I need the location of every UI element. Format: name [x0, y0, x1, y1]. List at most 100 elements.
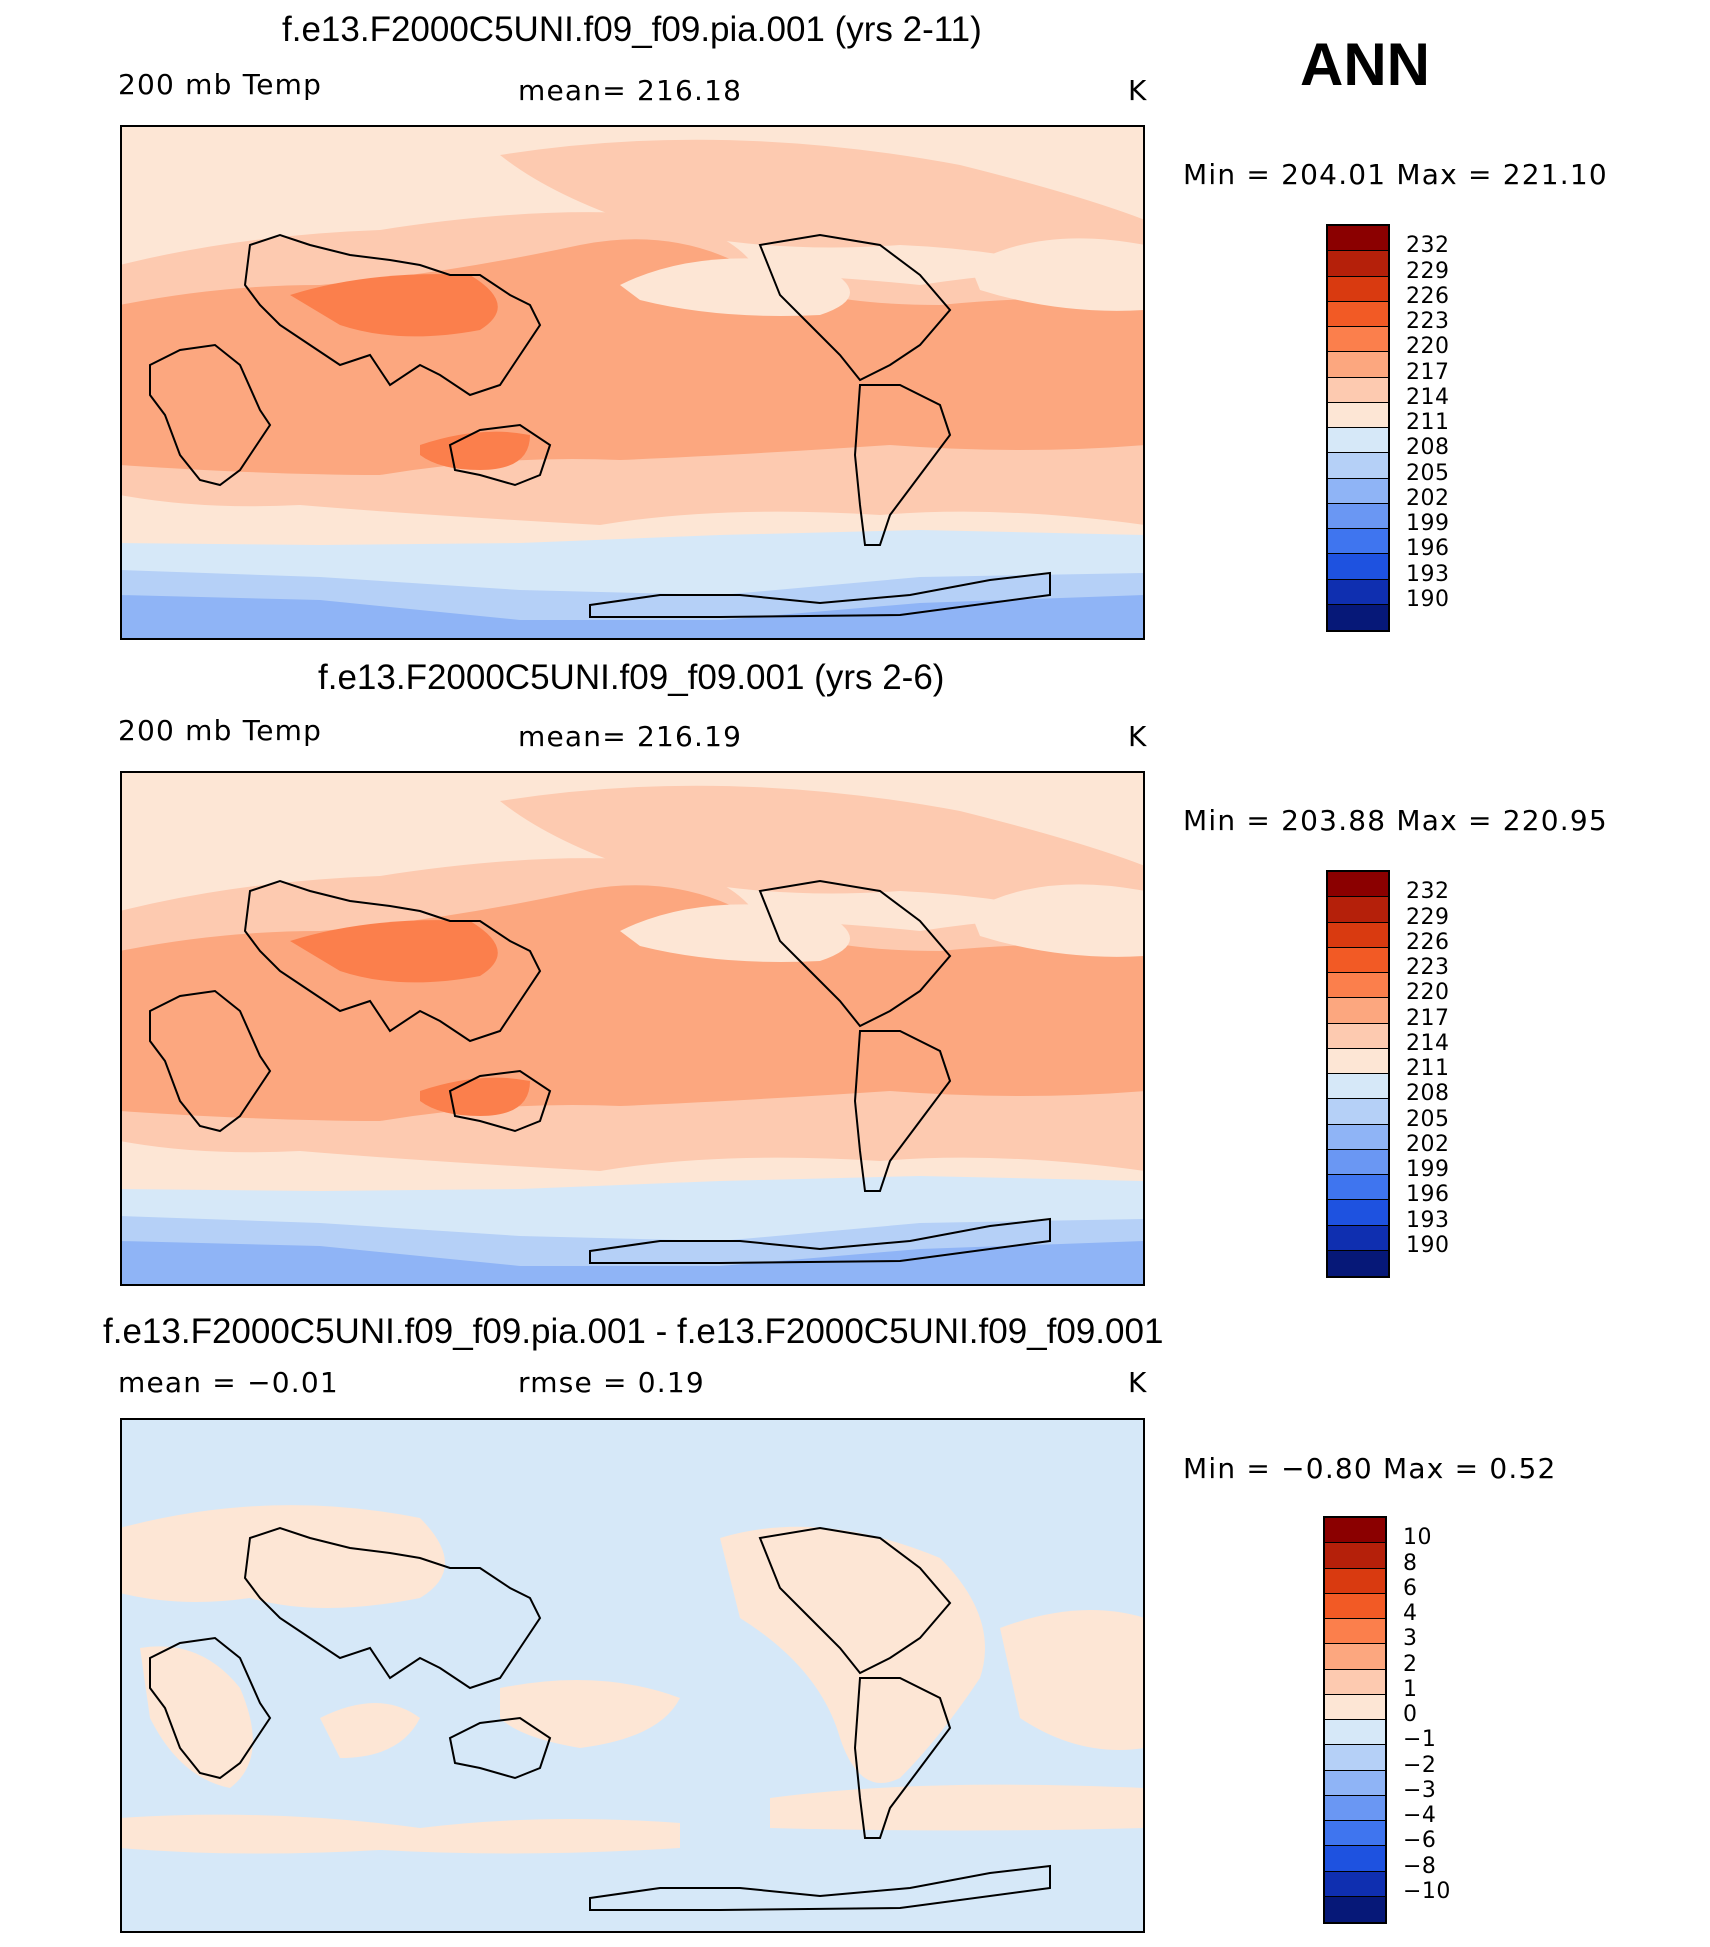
colorbar-tick-label: −8 — [1403, 1853, 1437, 1879]
coastline — [243, 879, 542, 1043]
colorbar-tick-label: 211 — [1406, 1056, 1450, 1081]
colorbar-cell — [1328, 301, 1388, 327]
map-canvas — [120, 771, 1145, 1286]
positive-anomaly-region — [770, 1784, 1145, 1831]
colorbar — [1326, 224, 1390, 632]
colorbar-tick-label: 232 — [1406, 879, 1450, 905]
coastline — [589, 571, 1051, 618]
colorbar-tick-label: 229 — [1406, 258, 1450, 284]
map-canvas — [120, 125, 1145, 640]
colorbar-cell — [1328, 1023, 1388, 1049]
colorbar-cell — [1328, 453, 1388, 479]
colorbar-tick-label: 208 — [1406, 435, 1450, 461]
coastline — [149, 989, 272, 1133]
colorbar-cell — [1328, 998, 1388, 1024]
colorbar-tick-label: 1 — [1403, 1676, 1418, 1702]
pacific-cool-region — [620, 904, 850, 962]
arctic-band — [500, 139, 1145, 285]
positive-anomaly-region — [720, 1526, 985, 1783]
colorbar-cell — [1325, 1745, 1385, 1771]
colorbar-tick-label: 193 — [1406, 1207, 1450, 1233]
colorbar-cell — [1328, 1099, 1388, 1125]
colorbar-cell — [1325, 1821, 1385, 1847]
colorbar-tick-label: 208 — [1406, 1081, 1450, 1107]
colorbar-cell — [1328, 579, 1388, 605]
mean-label: mean= 216.18 — [518, 74, 743, 107]
colorbar-tick-label: 202 — [1406, 485, 1450, 511]
colorbar-cell — [1328, 1124, 1388, 1150]
colorbar-cell — [1328, 402, 1388, 428]
colorbar-tick-label: 10 — [1403, 1525, 1432, 1551]
colorbar-tick-label: −10 — [1403, 1878, 1451, 1904]
minmax-label: Min = −0.80 Max = 0.52 — [1183, 1452, 1557, 1485]
colorbar-tick-label: 229 — [1406, 904, 1450, 930]
colorbar-cell — [1328, 1200, 1388, 1226]
colorbar-tick-label: 223 — [1406, 309, 1450, 334]
colorbar-cell — [1328, 1149, 1388, 1175]
colorbar-tick-label: 205 — [1406, 1106, 1450, 1132]
colorbar-tick-label: 199 — [1406, 511, 1450, 536]
map-border — [120, 125, 1145, 640]
colorbar-cell — [1328, 1250, 1388, 1276]
asia-warm-region — [290, 274, 498, 337]
colorbar-cell — [1328, 226, 1388, 252]
colorbar-tick-label: 199 — [1406, 1157, 1450, 1182]
antarctic-band — [120, 1241, 1145, 1286]
australia-warm-region — [420, 1077, 530, 1116]
coastline — [243, 233, 542, 397]
season-label: ANN — [1300, 31, 1430, 98]
panel-title: f.e13.F2000C5UNI.f09_f09.pia.001 - f.e13… — [103, 1312, 1164, 1351]
rmse-label: rmse = 0.19 — [518, 1366, 705, 1399]
colorbar-tick-label: 2 — [1403, 1651, 1418, 1677]
colorbar-tick-label: 8 — [1403, 1550, 1418, 1576]
colorbar — [1326, 870, 1390, 1278]
colorbar-tick-label: 232 — [1406, 233, 1450, 259]
asia-warm-region — [290, 920, 498, 983]
coastline — [589, 1217, 1051, 1264]
colorbar-cell — [1325, 1871, 1385, 1897]
coastline — [149, 1636, 272, 1780]
colorbar-cell — [1325, 1619, 1385, 1645]
colorbar-tick-label: 205 — [1406, 460, 1450, 486]
colorbar-cell — [1325, 1694, 1385, 1720]
arctic-band — [500, 785, 1145, 931]
colorbar-cell — [1328, 478, 1388, 504]
colorbar-cell — [1328, 352, 1388, 378]
colorbar-cell — [1328, 1074, 1388, 1100]
colorbar-tick-label: 226 — [1406, 929, 1450, 955]
units-label: K — [1128, 74, 1148, 107]
colorbar-cell — [1325, 1644, 1385, 1670]
map-border — [120, 771, 1145, 1286]
colorbar-tick-label: 0 — [1403, 1702, 1418, 1727]
colorbar-cell — [1328, 1048, 1388, 1074]
panel-title: f.e13.F2000C5UNI.f09_f09.001 (yrs 2-6) — [318, 658, 945, 697]
variable-label: 200 mb Temp — [118, 68, 323, 101]
colorbar-cell — [1325, 1846, 1385, 1872]
colorbar-cell — [1328, 529, 1388, 555]
coastline — [243, 1526, 542, 1690]
colorbar-tick-label: 196 — [1406, 1182, 1450, 1208]
colorbar — [1323, 1516, 1387, 1924]
panel-title: f.e13.F2000C5UNI.f09_f09.pia.001 (yrs 2-… — [282, 10, 982, 49]
coastline — [853, 384, 952, 546]
colorbar-cell — [1328, 377, 1388, 403]
colorbar-cell — [1325, 1669, 1385, 1695]
positive-anomaly-region — [320, 1703, 420, 1758]
positive-anomaly-region — [500, 1680, 680, 1748]
colorbar-tick-label: 214 — [1406, 384, 1450, 410]
colorbar-cell — [1325, 1593, 1385, 1619]
colorbar-cell — [1328, 1175, 1388, 1201]
colorbar-cell — [1328, 428, 1388, 454]
units-label: K — [1128, 1366, 1148, 1399]
colorbar-tick-label: −6 — [1403, 1828, 1437, 1854]
mean-label: mean= 216.19 — [518, 720, 743, 753]
coastline — [758, 879, 952, 1028]
atlantic-cool-region — [970, 238, 1145, 311]
colorbar-cell — [1328, 604, 1388, 630]
colorbar-tick-label: 202 — [1406, 1131, 1450, 1157]
colorbar-tick-label: 220 — [1406, 980, 1450, 1006]
positive-anomaly-region — [1000, 1610, 1145, 1750]
difference-map — [120, 1418, 1145, 1933]
positive-anomaly-region — [120, 1505, 445, 1608]
colorbar-cell — [1328, 503, 1388, 529]
